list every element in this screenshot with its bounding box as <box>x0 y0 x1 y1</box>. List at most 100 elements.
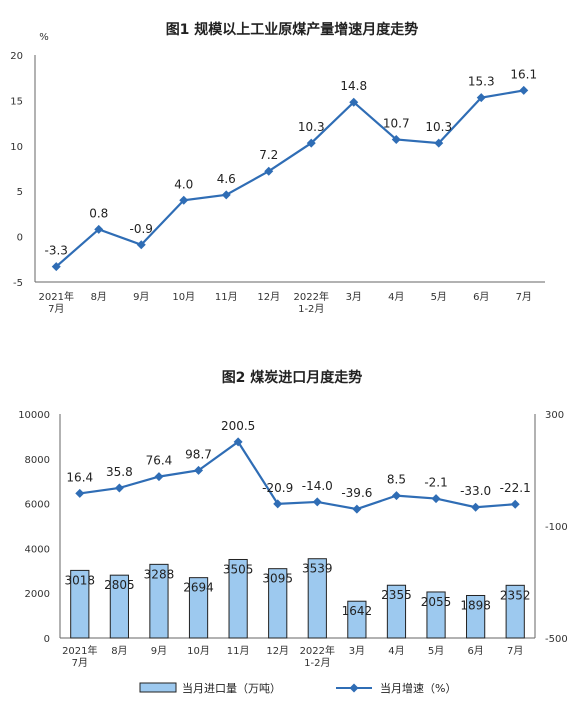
chart2-x-tick-label: 9月 <box>151 645 167 657</box>
chart2-line-label: -14.0 <box>302 479 333 493</box>
chart2-x-tick-label: 4月 <box>388 645 404 657</box>
chart1-data-label: 4.6 <box>217 172 236 186</box>
chart2-point <box>75 488 85 498</box>
chart2-bar <box>109 574 129 639</box>
chart2-right-tick-label: -500 <box>545 634 568 645</box>
chart2-line-label: -33.0 <box>460 484 491 498</box>
chart2-line-label: 76.4 <box>146 454 173 468</box>
chart2-bar <box>307 558 327 639</box>
chart2-line-label: 16.4 <box>66 470 93 484</box>
chart2-bar-label: 2694 <box>183 581 214 595</box>
chart2-line-label: 8.5 <box>387 473 406 487</box>
chart2-point <box>273 499 283 509</box>
chart1-x-tick-label: 12月 <box>257 291 280 303</box>
chart1-x-tick-label: 9月 <box>133 291 149 303</box>
chart1-x-tick-label: 8月 <box>91 291 107 303</box>
chart2-point <box>312 497 322 507</box>
chart1-y-tick-label: 10 <box>10 142 23 153</box>
chart2-x-tick-label: 11月 <box>227 645 250 657</box>
chart1-point <box>221 190 231 200</box>
chart2-bar-label: 3095 <box>262 572 293 586</box>
chart1-point <box>476 93 486 103</box>
chart2-line-label: 200.5 <box>221 419 255 433</box>
chart2-left-ticks: 0 2000 4000 6000 8000 10000 <box>18 410 50 645</box>
chart1-data-label: 15.3 <box>468 75 495 89</box>
chart1-y-ticks: -5 0 5 10 15 20 <box>10 51 23 289</box>
chart1-y-tick-label: 5 <box>17 187 23 198</box>
chart1-x-tick-label: 6月 <box>473 291 489 303</box>
chart2-line-label: -39.6 <box>341 486 372 500</box>
chart2-bar <box>70 569 90 639</box>
chart1-x-tick-label: 11月 <box>215 291 238 303</box>
chart2-point <box>114 483 124 493</box>
chart2-bar-label: 1642 <box>342 604 373 618</box>
chart2-point <box>352 504 362 514</box>
chart1-point <box>306 138 316 148</box>
chart2-bar <box>228 558 248 639</box>
chart1-data-label: 10.7 <box>383 116 410 130</box>
chart1-data-label: 4.0 <box>174 177 193 191</box>
chart2-left-tick-label: 4000 <box>25 544 50 555</box>
chart2-bar <box>466 594 486 639</box>
chart1-data-label: 10.3 <box>425 120 452 134</box>
chart2-x-tick-label: 3月 <box>349 645 365 657</box>
chart1-series: -3.3 0.8 -0.9 4.0 4.6 7.2 10.3 14.8 10.7 10.3 15.3… <box>45 67 537 272</box>
chart1-series-line <box>55 89 524 268</box>
chart2-bar-label: 2805 <box>104 578 135 592</box>
chart1-point <box>136 240 146 250</box>
chart2-line-label: -22.1 <box>500 481 531 495</box>
chart2-right-tick-label: 300 <box>545 410 564 421</box>
chart2-bar-label: 3539 <box>302 562 333 576</box>
legend-line-marker <box>349 683 359 693</box>
chart2-left-tick-label: 6000 <box>25 500 50 511</box>
chart2-x-tick-label: 12月 <box>266 645 289 657</box>
chart1-point <box>434 138 444 148</box>
chart2-bar-label: 3018 <box>65 573 96 587</box>
chart1-y-tick-label: 15 <box>10 96 23 107</box>
chart1-point <box>391 134 401 144</box>
chart2-line-label: 35.8 <box>106 465 133 479</box>
chart2-right-tick-label: -100 <box>545 522 568 533</box>
chart2-title: 图2 煤炭进口月度走势 <box>222 369 363 386</box>
chart2-x-tick-label: 6月 <box>467 645 483 657</box>
chart1-data-label: -0.9 <box>130 222 153 236</box>
chart1-x-tick-label: 10月 <box>172 291 195 303</box>
chart2-point <box>510 499 520 509</box>
chart1-point <box>94 224 104 234</box>
chart2-point <box>154 472 164 482</box>
chart1-data-label: 10.3 <box>298 120 325 134</box>
chart2-bar-label: 2352 <box>500 588 531 602</box>
chart2-line: 16.4 35.8 76.4 98.7 200.5 -20.9 -14.0 -39.6 8.5 -… <box>66 419 531 514</box>
chart1-point <box>51 262 61 272</box>
chart2-left-tick-label: 10000 <box>18 410 50 421</box>
chart1-x-tick-label: 5月 <box>431 291 447 303</box>
chart2-left-tick-label: 0 <box>44 634 50 645</box>
chart1-x-tick-label: 7月 <box>516 291 532 303</box>
chart2-x-tick-label: 10月 <box>187 645 210 657</box>
chart2-line-label: -2.1 <box>424 476 447 490</box>
chart1-y-tick-label: -5 <box>13 278 23 289</box>
chart1-x-tick-label: 2021年 <box>39 290 74 303</box>
legend-bar-swatch <box>139 682 177 693</box>
chart1-y-unit: % <box>39 32 49 43</box>
chart1-data-label: 16.1 <box>510 67 537 81</box>
chart2-bar <box>149 563 169 639</box>
chart2-point <box>431 494 441 504</box>
chart2-bar <box>188 577 209 639</box>
chart1-y-tick-label: 20 <box>10 51 23 62</box>
chart1-title: 图1 规模以上工业原煤产量增速月度走势 <box>166 21 419 38</box>
chart1-data-label: 0.8 <box>89 206 108 220</box>
chart1-point <box>264 166 274 176</box>
chart2-bar <box>386 584 407 639</box>
chart2-bar-label: 2055 <box>421 595 452 609</box>
chart2-point <box>391 491 401 501</box>
chart2-x-tick-label: 8月 <box>111 645 127 657</box>
chart2-bar-label: 3505 <box>223 562 254 576</box>
chart2-bar-label: 1898 <box>460 598 491 612</box>
legend-line-label: 当月增速（%） <box>380 681 456 695</box>
chart2-x-tick-label: 1-2月 <box>304 657 330 669</box>
chart2-bar <box>268 568 288 639</box>
